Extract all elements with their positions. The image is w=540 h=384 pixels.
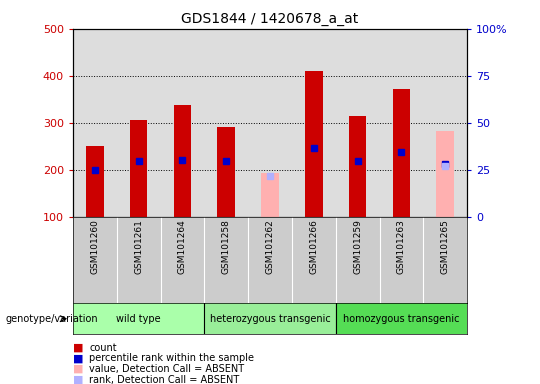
Title: GDS1844 / 1420678_a_at: GDS1844 / 1420678_a_at [181,12,359,26]
Bar [261,173,279,217]
Text: ■: ■ [73,343,83,353]
Bar [86,146,104,217]
Text: GSM101266: GSM101266 [309,220,318,275]
Text: GSM101261: GSM101261 [134,220,143,275]
Bar [204,303,336,334]
Text: wild type: wild type [116,314,161,324]
Text: GSM101264: GSM101264 [178,220,187,274]
Text: heterozygous transgenic: heterozygous transgenic [210,314,330,324]
Text: GSM101258: GSM101258 [222,220,231,275]
Text: genotype/variation: genotype/variation [5,314,98,324]
Bar [436,131,454,217]
Bar [393,89,410,217]
Text: ■: ■ [73,375,83,384]
Text: GSM101259: GSM101259 [353,220,362,275]
Bar [218,127,235,217]
Bar [349,116,366,217]
Bar [174,106,191,217]
Text: count: count [89,343,117,353]
Text: GSM101260: GSM101260 [90,220,99,275]
Bar [305,71,322,217]
Bar [130,119,147,217]
Text: GSM101262: GSM101262 [266,220,274,274]
Text: GSM101263: GSM101263 [397,220,406,275]
Text: GSM101265: GSM101265 [441,220,450,275]
Text: value, Detection Call = ABSENT: value, Detection Call = ABSENT [89,364,244,374]
Bar [336,303,467,334]
Bar [73,303,204,334]
Text: homozygous transgenic: homozygous transgenic [343,314,460,324]
Text: ■: ■ [73,364,83,374]
Text: ■: ■ [73,353,83,363]
Text: percentile rank within the sample: percentile rank within the sample [89,353,254,363]
Text: rank, Detection Call = ABSENT: rank, Detection Call = ABSENT [89,375,239,384]
